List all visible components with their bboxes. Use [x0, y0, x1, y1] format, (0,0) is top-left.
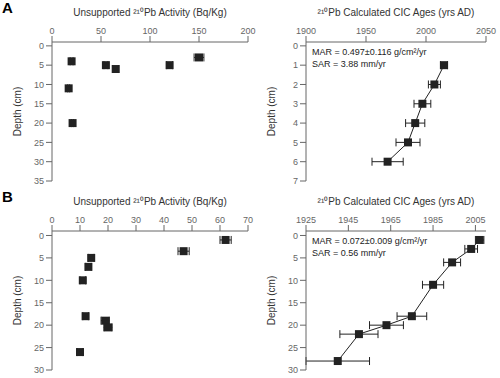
svg-text:100: 100 — [142, 26, 157, 36]
svg-text:4: 4 — [293, 118, 298, 128]
svg-text:1: 1 — [293, 60, 298, 70]
svg-text:15: 15 — [34, 99, 44, 109]
svg-text:3: 3 — [293, 99, 298, 109]
svg-text:1965: 1965 — [381, 215, 401, 225]
svg-text:150: 150 — [191, 26, 206, 36]
svg-text:10: 10 — [34, 80, 44, 90]
svg-text:5: 5 — [39, 253, 44, 263]
svg-text:Depth (cm): Depth (cm) — [12, 87, 23, 136]
svg-text:0: 0 — [39, 41, 44, 51]
html-text:MAR = 0.072±0.009 g/cm²/yr: MAR = 0.072±0.009 g/cm²/yr — [312, 236, 428, 246]
svg-text:2005: 2005 — [465, 215, 485, 225]
svg-text:1985: 1985 — [423, 215, 443, 225]
html-text:A: A — [2, 0, 13, 16]
svg-text:2000: 2000 — [416, 26, 436, 36]
svg-text:10: 10 — [34, 276, 44, 286]
svg-text:0: 0 — [39, 231, 44, 241]
svg-text:0: 0 — [49, 215, 54, 225]
svg-text:Unsupported ²¹⁰Pb Activity (Bq: Unsupported ²¹⁰Pb Activity (Bq/Kg) — [73, 7, 227, 18]
svg-text:0: 0 — [49, 26, 54, 36]
svg-text:1950: 1950 — [356, 26, 376, 36]
svg-text:1925: 1925 — [296, 215, 316, 225]
svg-text:0: 0 — [293, 231, 298, 241]
svg-text:0: 0 — [293, 41, 298, 51]
svg-text:35: 35 — [34, 176, 44, 186]
svg-text:10: 10 — [75, 215, 85, 225]
svg-text:50: 50 — [187, 215, 197, 225]
svg-text:²¹⁰Pb Calculated CIC Ages (yrs: ²¹⁰Pb Calculated CIC Ages (yrs AD) — [318, 196, 475, 207]
svg-text:200: 200 — [240, 26, 255, 36]
html-text:B: B — [2, 188, 13, 205]
svg-text:70: 70 — [243, 215, 253, 225]
svg-text:Depth (cm): Depth (cm) — [12, 276, 23, 325]
svg-text:1945: 1945 — [338, 215, 358, 225]
svg-text:Unsupported ²¹⁰Pb Activity (Bq: Unsupported ²¹⁰Pb Activity (Bq/Kg) — [73, 196, 227, 207]
svg-text:6: 6 — [293, 157, 298, 167]
svg-text:30: 30 — [34, 365, 44, 375]
svg-text:20: 20 — [103, 215, 113, 225]
svg-text:10: 10 — [288, 276, 298, 286]
svg-text:15: 15 — [288, 298, 298, 308]
html-text:MAR = 0.497±0.116 g/cm²/yr: MAR = 0.497±0.116 g/cm²/yr — [312, 47, 427, 57]
svg-text:60: 60 — [215, 215, 225, 225]
svg-text:30: 30 — [34, 157, 44, 167]
svg-text:20: 20 — [34, 320, 44, 330]
svg-text:2: 2 — [293, 80, 298, 90]
svg-text:Depth (cm): Depth (cm) — [266, 87, 277, 136]
svg-text:40: 40 — [159, 215, 169, 225]
svg-text:25: 25 — [34, 343, 44, 353]
svg-text:²¹⁰Pb Calculated CIC Ages (yrs: ²¹⁰Pb Calculated CIC Ages (yrs AD) — [318, 7, 475, 18]
html-text:SAR = 0.56 mm/yr: SAR = 0.56 mm/yr — [312, 248, 386, 258]
svg-text:7: 7 — [293, 176, 298, 186]
svg-text:20: 20 — [34, 118, 44, 128]
svg-text:25: 25 — [288, 343, 298, 353]
svg-text:1900: 1900 — [296, 26, 316, 36]
svg-text:5: 5 — [293, 138, 298, 148]
html-text:SAR = 3.88 mm/yr: SAR = 3.88 mm/yr — [312, 59, 386, 69]
svg-text:5: 5 — [39, 60, 44, 70]
svg-text:5: 5 — [293, 253, 298, 263]
svg-text:25: 25 — [34, 138, 44, 148]
svg-text:2050: 2050 — [476, 26, 492, 36]
svg-text:15: 15 — [34, 298, 44, 308]
svg-text:20: 20 — [288, 320, 298, 330]
svg-text:30: 30 — [131, 215, 141, 225]
svg-text:Depth (cm): Depth (cm) — [266, 276, 277, 325]
svg-text:30: 30 — [288, 365, 298, 375]
svg-text:50: 50 — [96, 26, 106, 36]
